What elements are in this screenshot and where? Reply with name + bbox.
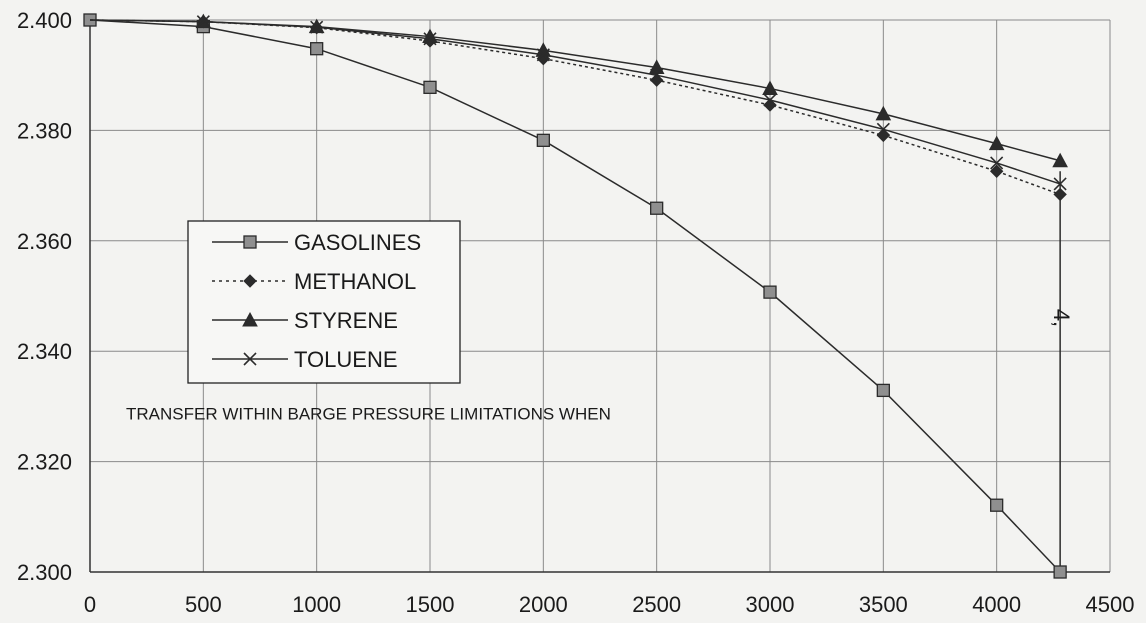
legend-marker-gasolines xyxy=(243,235,257,249)
data-point-styrene xyxy=(648,59,665,74)
annotation-text: TRANSFER WITHIN BARGE PRESSURE LIMITATIO… xyxy=(126,405,611,424)
series-methanol xyxy=(89,14,1067,202)
data-point-gasolines xyxy=(990,498,1004,512)
data-point-toluene xyxy=(423,32,437,46)
data-point-toluene xyxy=(876,122,890,136)
legend-label-methanol: METHANOL xyxy=(294,269,416,294)
y-tick-label: 2.300 xyxy=(17,560,72,585)
data-point-toluene xyxy=(536,48,550,62)
y-tick-label: 2.360 xyxy=(17,229,72,254)
series-line-methanol xyxy=(89,19,1061,196)
legend-marker-methanol xyxy=(243,274,257,288)
y-tick-label: 2.320 xyxy=(17,450,72,475)
data-point-styrene xyxy=(875,105,892,121)
x-marker-stroke xyxy=(990,156,1004,170)
x-marker-stroke xyxy=(1053,177,1067,191)
series-styrene xyxy=(89,13,1068,168)
x-tick-label: 4500 xyxy=(1086,592,1135,617)
series-line-styrene xyxy=(89,19,1061,162)
y-tick-label: 2.340 xyxy=(17,339,72,364)
data-point-methanol xyxy=(1053,187,1067,202)
data-point-toluene xyxy=(310,20,324,34)
x-marker-stroke xyxy=(650,68,664,82)
data-point-toluene xyxy=(990,156,1004,170)
legend-marker-toluene xyxy=(243,352,257,366)
legend-label-styrene: STYRENE xyxy=(294,308,398,333)
legend: GASOLINES METHANOL STYRENE TOLUENE xyxy=(187,220,461,384)
x-marker-stroke xyxy=(876,122,890,136)
series-line-toluene xyxy=(89,19,1061,185)
data-point-toluene xyxy=(650,68,664,82)
axes: 0 500 1000 1500 2000 2500 3000 3500 4000 4500 2.30… xyxy=(17,8,1135,617)
x-marker-stroke xyxy=(196,15,210,29)
data-point-styrene xyxy=(762,80,778,95)
x-marker-stroke xyxy=(763,93,777,107)
series-gasolines xyxy=(83,13,1067,579)
data-point-styrene xyxy=(535,42,552,57)
data-point-gasolines xyxy=(650,201,664,215)
legend-label-toluene: TOLUENE xyxy=(294,347,398,372)
y-tick-label: 2.380 xyxy=(17,118,72,143)
x-tick-label: 3500 xyxy=(859,592,908,617)
data-point-gasolines xyxy=(1053,565,1067,579)
x-marker-stroke xyxy=(536,48,550,62)
data-point-gasolines xyxy=(876,383,890,398)
data-point-methanol xyxy=(989,164,1004,178)
data-point-gasolines xyxy=(423,80,437,94)
x-tick-label: 2000 xyxy=(519,592,568,617)
legend-label-gasolines: GASOLINES xyxy=(294,230,421,255)
data-point-styrene xyxy=(1052,152,1068,168)
x-tick-label: 3000 xyxy=(746,592,795,617)
x-tick-label: 2500 xyxy=(632,592,681,617)
x-tick-label: 0 xyxy=(84,592,96,617)
data-point-toluene xyxy=(196,15,210,29)
data-point-gasolines xyxy=(536,133,550,147)
legend-marker-styrene xyxy=(242,311,258,327)
series-line-gasolines xyxy=(89,19,1061,573)
legend-box xyxy=(187,220,461,384)
x-marker-stroke xyxy=(243,352,257,366)
data-point-styrene xyxy=(988,135,1005,151)
data-point-gasolines xyxy=(310,42,324,56)
y-tick-label: 2.400 xyxy=(17,8,72,33)
series-group xyxy=(83,13,1068,579)
x-tick-label: 1000 xyxy=(292,592,341,617)
data-point-gasolines xyxy=(763,285,777,299)
x-marker-stroke xyxy=(423,32,437,46)
annotation-group: TRANSFER WITHIN BARGE PRESSURE LIMITATIO… xyxy=(126,309,1074,424)
x-tick-label: 4000 xyxy=(972,592,1021,617)
series-toluene xyxy=(89,15,1067,191)
x-tick-label: 1500 xyxy=(406,592,455,617)
x-tick-label: 500 xyxy=(185,592,222,617)
data-point-toluene xyxy=(1053,177,1067,191)
vertical-marker-label: 4, xyxy=(1049,309,1074,327)
x-marker-stroke xyxy=(310,20,324,34)
data-point-toluene xyxy=(763,93,777,107)
